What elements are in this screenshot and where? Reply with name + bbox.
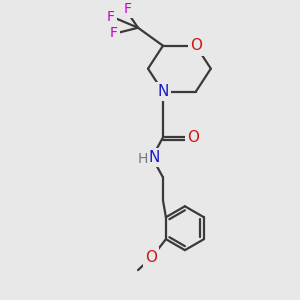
Text: O: O [190,38,202,53]
Text: N: N [148,150,160,165]
Text: O: O [187,130,199,145]
Text: F: F [107,10,115,24]
Text: F: F [110,26,118,40]
Text: F: F [124,2,132,16]
Text: O: O [145,250,157,265]
Text: N: N [157,84,169,99]
Text: H: H [138,152,148,167]
